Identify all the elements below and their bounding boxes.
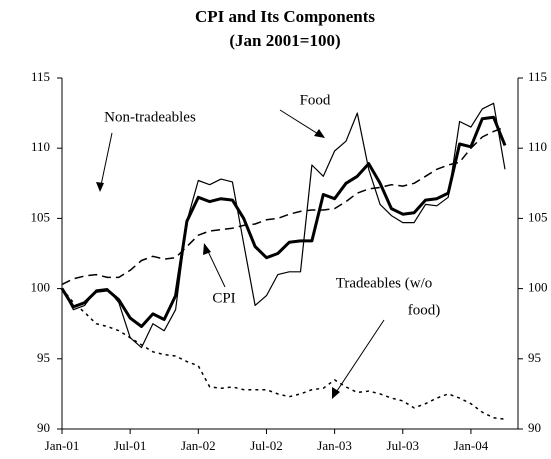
y2-tick-label: 115: [528, 69, 547, 84]
arrowhead: [203, 243, 211, 255]
arrow: [332, 319, 385, 398]
y-tick-label: 100: [31, 280, 51, 295]
y-tick-label: 115: [31, 69, 50, 84]
annotation: Food: [300, 92, 331, 108]
y2-tick-label: 105: [528, 209, 548, 224]
annotations: Non-tradeables Food CPI Tradeables (w/o …: [96, 92, 440, 399]
y-tick-label: 95: [37, 350, 50, 365]
arrow: [279, 109, 324, 138]
annotation: CPI: [212, 290, 235, 306]
y2-tick-label: 90: [528, 420, 541, 435]
y2-tick-label: 95: [528, 350, 541, 365]
x-tick-label: Jan-02: [181, 438, 216, 453]
series-line: [61, 126, 506, 286]
chart-title: CPI and Its Components: [195, 7, 375, 26]
x-tick-label: Jul-01: [114, 438, 147, 453]
annotation: Non-tradeables: [104, 109, 196, 125]
y-tick-label: 90: [37, 420, 50, 435]
y2-tick-label: 110: [528, 139, 547, 154]
chart-subtitle: (Jan 2001=100): [229, 31, 340, 50]
series-line: [60, 115, 507, 328]
x-tick-label: Jan-01: [45, 438, 80, 453]
y2-tick-label: 100: [528, 280, 548, 295]
arrowhead: [332, 387, 340, 399]
arrow: [99, 132, 113, 191]
arrowhead: [314, 129, 325, 138]
x-tick-label: Jul-03: [387, 438, 420, 453]
arrowhead: [96, 182, 104, 192]
y-tick-label: 110: [31, 139, 50, 154]
series-line: [61, 102, 506, 349]
x-tick-label: Jul-02: [250, 438, 283, 453]
annotation: food): [408, 302, 441, 318]
x-tick-label: Jan-04: [454, 438, 489, 453]
y-tick-label: 105: [31, 209, 51, 224]
series-line: [61, 288, 506, 420]
annotation: Tradeables (w/o: [336, 275, 433, 291]
x-tick-label: Jan-03: [317, 438, 352, 453]
